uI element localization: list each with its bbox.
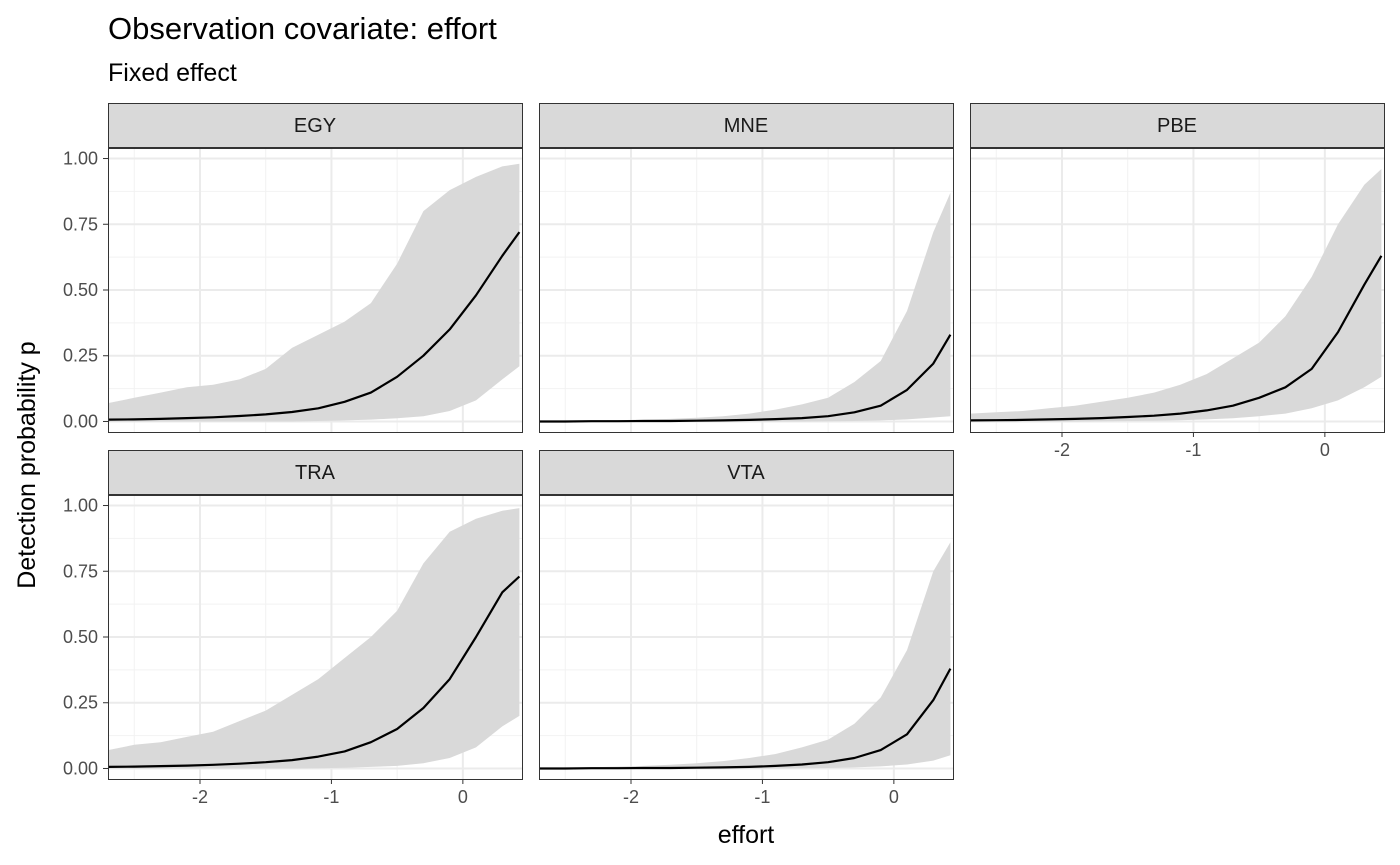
panel-egy: EGY 0.00 0.25 0.50 0.75 1.00 (63, 103, 523, 433)
mean-line-tra (107, 575, 521, 768)
ci-band-egy (108, 163, 520, 422)
x-tick-label: -2 (623, 787, 639, 807)
x-tick-label: -1 (323, 787, 339, 807)
ci-band-mne (539, 192, 951, 422)
y-tick-label: 0.25 (63, 346, 98, 366)
strip-egy (108, 103, 523, 148)
strip-tra (108, 450, 523, 495)
panel-border (108, 495, 523, 780)
mean-line-vta (539, 668, 952, 770)
mean-line-mne (539, 334, 952, 423)
chart-title: Observation covariate: effort (108, 11, 497, 46)
y-tick-label: 0.50 (63, 627, 98, 647)
panel-border (539, 148, 954, 433)
strip-label-mne: MNE (724, 115, 768, 137)
y-tick-label: 0.00 (63, 758, 98, 778)
panel-mne: MNE (539, 103, 954, 433)
ci-band-tra (108, 508, 520, 769)
panel-border (539, 495, 954, 780)
strip-mne (539, 103, 954, 148)
strip-pbe (970, 103, 1385, 148)
x-tick-label: 0 (889, 787, 899, 807)
y-axis-title: Detection probability p (13, 341, 41, 588)
strip-label-tra: TRA (295, 462, 336, 484)
y-tick-label: 0.00 (63, 411, 98, 431)
ci-band-pbe (970, 169, 1382, 422)
facet-panels: EGY 0.00 0.25 0.50 0.75 1.00 MNE PBE -2 -1 0 TRA 0.0… (63, 103, 1385, 807)
strip-label-pbe: PBE (1157, 115, 1197, 137)
panel-pbe: PBE -2 -1 0 (969, 103, 1385, 460)
y-tick-label: 0.50 (63, 280, 98, 300)
panel-border (108, 148, 523, 433)
y-tick-label: 0.75 (63, 561, 98, 581)
chart-subtitle: Fixed effect (108, 59, 237, 87)
strip-vta (539, 450, 954, 495)
y-tick-label: 1.00 (63, 496, 98, 516)
x-tick-label: -1 (754, 787, 770, 807)
y-tick-label: 0.75 (63, 214, 98, 234)
x-tick-label: 0 (458, 787, 468, 807)
x-tick-label: -1 (1185, 440, 1201, 460)
strip-label-egy: EGY (294, 115, 336, 137)
y-tick-label: 0.25 (63, 693, 98, 713)
mean-line-pbe (969, 255, 1383, 422)
x-tick-label: -2 (1054, 440, 1070, 460)
y-tick-label: 1.00 (63, 149, 98, 169)
x-axis-title: effort (718, 821, 775, 849)
panel-border (970, 148, 1385, 433)
ci-band-vta (539, 542, 951, 769)
panel-tra: TRA 0.00 0.25 0.50 0.75 1.00 -2 -1 0 (63, 450, 523, 807)
panel-vta: VTA -2 -1 0 (539, 450, 954, 807)
mean-line-egy (107, 231, 521, 421)
strip-label-vta: VTA (727, 462, 765, 484)
x-tick-label: -2 (192, 787, 208, 807)
x-tick-label: 0 (1320, 440, 1330, 460)
